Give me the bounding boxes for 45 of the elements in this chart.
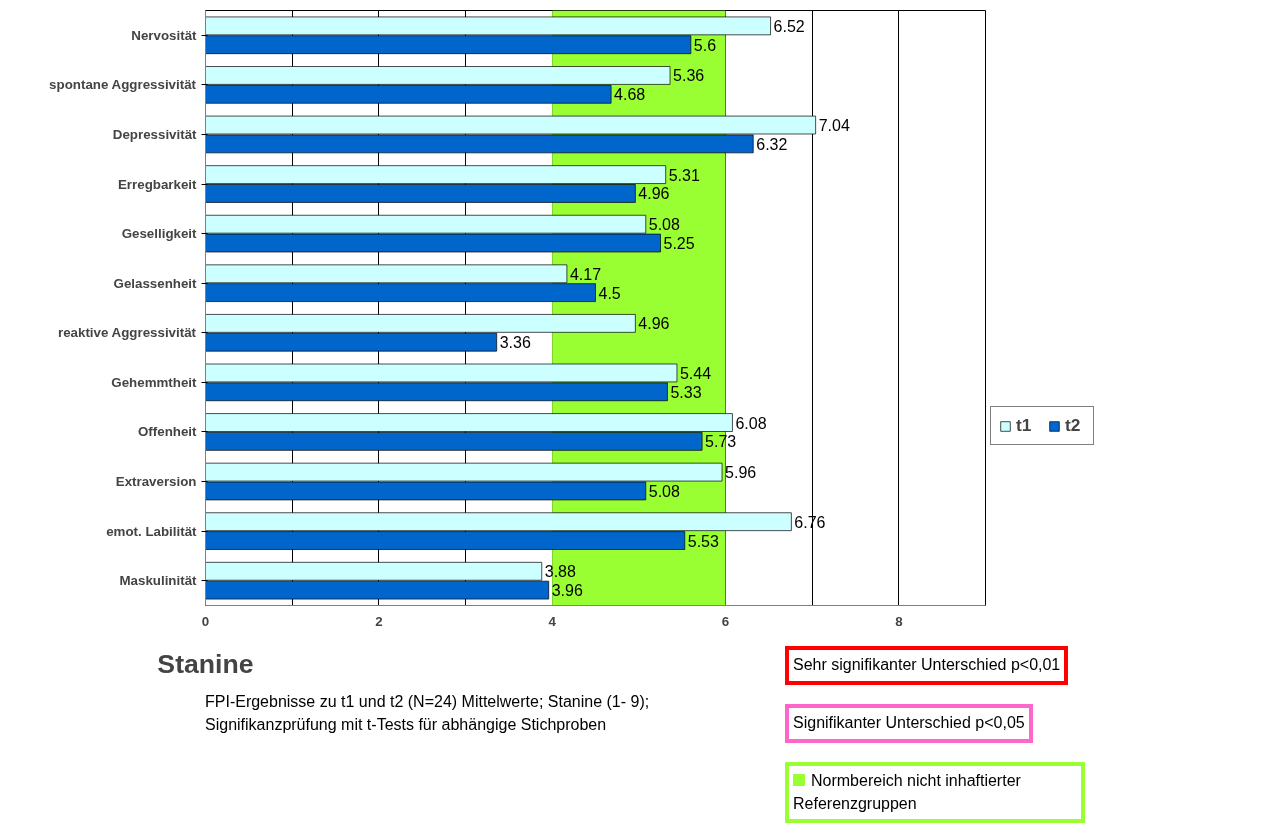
x-tick-label: 8 [895, 613, 903, 629]
x-tick-label: 4 [548, 613, 557, 629]
y-tick-label: Extraversion [115, 474, 197, 490]
y-tick-label: Depressivität [112, 126, 198, 142]
y-tick-label: Geselligkeit [121, 226, 198, 242]
data-label: 5.53 [687, 532, 720, 550]
data-label: 6.32 [756, 135, 788, 153]
data-label: 4.5 [598, 284, 621, 302]
data-label: 3.36 [499, 334, 531, 352]
data-label: 5.33 [670, 383, 702, 401]
text: Sehr signifikanter Unterschied p<0,01 [793, 655, 1061, 675]
y-tick-label: Erregbarkeit [117, 176, 198, 192]
data-label: 5.6 [693, 36, 717, 54]
y-tick-label: Maskulinität [119, 573, 198, 589]
x-tick-label: 0 [201, 613, 210, 629]
data-label: 4.96 [638, 315, 670, 333]
x-tick-label: 2 [375, 613, 383, 629]
legend-label: t2 [1065, 415, 1082, 436]
data-label: 5.36 [673, 67, 705, 85]
legend-label: Normbereich nicht inhaftierter Referenzgruppen [793, 770, 1022, 814]
data-label: 4.68 [614, 86, 646, 104]
data-label: 4.96 [638, 185, 670, 203]
data-label: 5.25 [663, 235, 695, 253]
data-label: 5.96 [725, 464, 757, 482]
data-label: 5.08 [648, 482, 681, 500]
x-tick-label: 6 [721, 613, 730, 629]
data-label: 3.96 [551, 582, 583, 600]
data-label: 5.31 [668, 166, 700, 184]
y-tick-label: Gehemmtheit [111, 374, 198, 390]
legend-label: t1 [1016, 415, 1033, 436]
data-label: 7.04 [818, 117, 850, 135]
y-tick-label: Gelassenheit [113, 275, 198, 291]
x-axis-title: Stanine [157, 648, 254, 679]
y-tick-label: spontane Aggressivität [49, 77, 197, 93]
y-tick-label: Offenheit [138, 424, 198, 440]
text: FPI-Ergebnisse zu t1 und t2 (N=24) Mittelwerte; Stanine (1- 9); Signifikanzprüfung mit t-Tests für abhängige Stichproben [205, 692, 651, 735]
data-label: 6.08 [735, 414, 767, 432]
text: Signifikanter Unterschied p<0,05 [793, 712, 1025, 733]
data-label: 5.44 [679, 364, 712, 382]
y-tick-label: emot. Labilität [106, 523, 198, 539]
y-tick-label: Nervosität [131, 27, 198, 43]
y-tick-label: reaktive Aggressivität [57, 325, 197, 341]
data-label: 6.52 [773, 17, 805, 35]
data-label: 5.08 [648, 216, 681, 234]
data-label: 4.17 [569, 265, 602, 283]
